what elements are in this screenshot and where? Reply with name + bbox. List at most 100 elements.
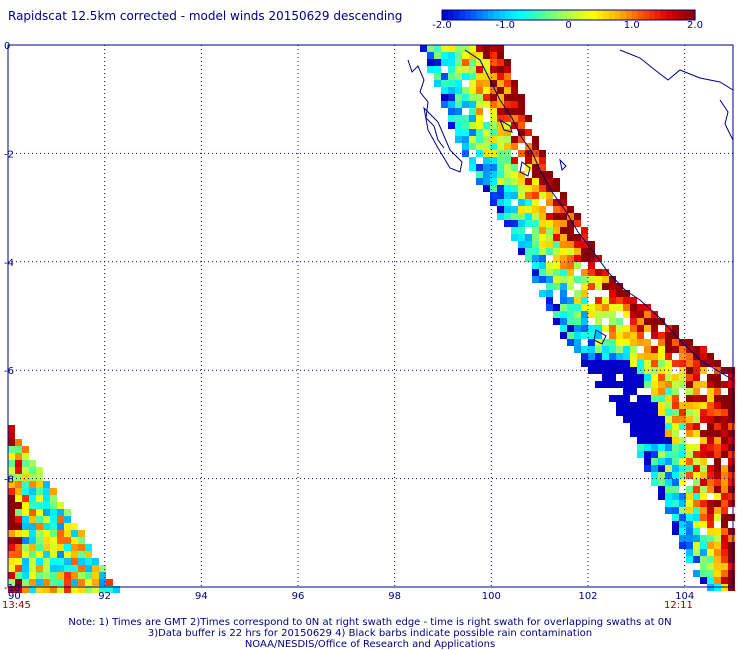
wind-cell bbox=[595, 276, 602, 283]
wind-cell bbox=[497, 73, 504, 80]
wind-cell bbox=[8, 453, 15, 460]
wind-cell bbox=[476, 129, 483, 136]
wind-cell bbox=[721, 577, 728, 584]
wind-cell bbox=[57, 565, 64, 572]
wind-cell bbox=[476, 80, 483, 87]
wind-cell bbox=[22, 481, 29, 488]
wind-cell bbox=[728, 472, 735, 479]
wind-cell bbox=[71, 530, 78, 537]
wind-cell bbox=[532, 248, 539, 255]
wind-cell bbox=[539, 227, 546, 234]
wind-cell bbox=[553, 227, 560, 234]
wind-cell bbox=[728, 528, 735, 535]
colorbar-segment bbox=[574, 10, 581, 20]
wind-cell bbox=[546, 241, 553, 248]
wind-cell bbox=[462, 136, 469, 143]
wind-cell bbox=[665, 409, 672, 416]
wind-cell bbox=[679, 500, 686, 507]
wind-cell bbox=[469, 73, 476, 80]
wind-cell bbox=[602, 297, 609, 304]
wind-cell bbox=[490, 52, 497, 59]
wind-cell bbox=[483, 157, 490, 164]
wind-cell bbox=[581, 241, 588, 248]
wind-cell bbox=[497, 192, 504, 199]
wind-cell bbox=[518, 108, 525, 115]
wind-cell bbox=[455, 115, 462, 122]
wind-cell bbox=[532, 234, 539, 241]
wind-cell bbox=[623, 381, 630, 388]
wind-cell bbox=[721, 535, 728, 542]
wind-cell bbox=[8, 509, 15, 516]
wind-cell bbox=[78, 551, 85, 558]
wind-cell bbox=[686, 381, 693, 388]
wind-cell bbox=[700, 353, 707, 360]
wind-cell bbox=[658, 444, 665, 451]
wind-cell bbox=[672, 479, 679, 486]
colorbar-segment bbox=[516, 10, 524, 20]
wind-cell bbox=[623, 360, 630, 367]
wind-cell bbox=[518, 101, 525, 108]
wind-cell bbox=[700, 472, 707, 479]
wind-cell bbox=[700, 549, 707, 556]
wind-cell bbox=[588, 367, 595, 374]
wind-cell bbox=[672, 346, 679, 353]
wind-cell bbox=[581, 255, 588, 262]
wind-cell bbox=[497, 143, 504, 150]
wind-cell bbox=[644, 437, 651, 444]
wind-cell bbox=[511, 234, 518, 241]
wind-cell bbox=[700, 486, 707, 493]
colorbar-segment bbox=[470, 10, 478, 20]
wind-cell bbox=[574, 276, 581, 283]
wind-cell bbox=[686, 500, 693, 507]
wind-cell bbox=[609, 332, 616, 339]
wind-cell bbox=[469, 80, 476, 87]
wind-cell bbox=[539, 234, 546, 241]
wind-cell bbox=[448, 122, 455, 129]
wind-cell bbox=[511, 87, 518, 94]
wind-cell bbox=[609, 283, 616, 290]
wind-cell bbox=[637, 318, 644, 325]
colorbar bbox=[441, 9, 696, 21]
wind-cell bbox=[546, 297, 553, 304]
wind-cell bbox=[15, 544, 22, 551]
wind-cell bbox=[532, 213, 539, 220]
wind-cell bbox=[630, 374, 637, 381]
wind-cell bbox=[490, 115, 497, 122]
wind-cell bbox=[721, 479, 728, 486]
latitude-tick-label: -4 bbox=[4, 258, 14, 269]
wind-cell bbox=[567, 248, 574, 255]
wind-cell bbox=[665, 500, 672, 507]
wind-cell bbox=[728, 388, 735, 395]
wind-cell bbox=[546, 269, 553, 276]
wind-cell bbox=[595, 353, 602, 360]
wind-cell bbox=[672, 514, 679, 521]
wind-cell bbox=[707, 563, 714, 570]
wind-cell bbox=[57, 523, 64, 530]
wind-cell bbox=[36, 544, 43, 551]
wind-cell bbox=[623, 339, 630, 346]
wind-cell bbox=[574, 241, 581, 248]
wind-cell bbox=[43, 523, 50, 530]
wind-cell bbox=[567, 325, 574, 332]
wind-cell bbox=[728, 479, 735, 486]
wind-cell bbox=[553, 234, 560, 241]
wind-cell bbox=[623, 311, 630, 318]
wind-cell bbox=[665, 402, 672, 409]
wind-cell bbox=[658, 430, 665, 437]
wind-cell bbox=[490, 101, 497, 108]
wind-cell bbox=[616, 402, 623, 409]
colorbar-segment bbox=[442, 10, 449, 20]
wind-cell bbox=[728, 395, 735, 402]
wind-cell bbox=[441, 101, 448, 108]
wind-cell bbox=[525, 241, 532, 248]
wind-cell bbox=[644, 325, 651, 332]
wind-cell bbox=[448, 80, 455, 87]
wind-cell bbox=[511, 108, 518, 115]
wind-cell bbox=[602, 325, 609, 332]
wind-cell bbox=[700, 465, 707, 472]
colorbar-segment bbox=[603, 10, 610, 20]
wind-cell bbox=[553, 220, 560, 227]
wind-cell bbox=[693, 409, 700, 416]
wind-cell bbox=[525, 213, 532, 220]
wind-cell bbox=[476, 59, 483, 66]
